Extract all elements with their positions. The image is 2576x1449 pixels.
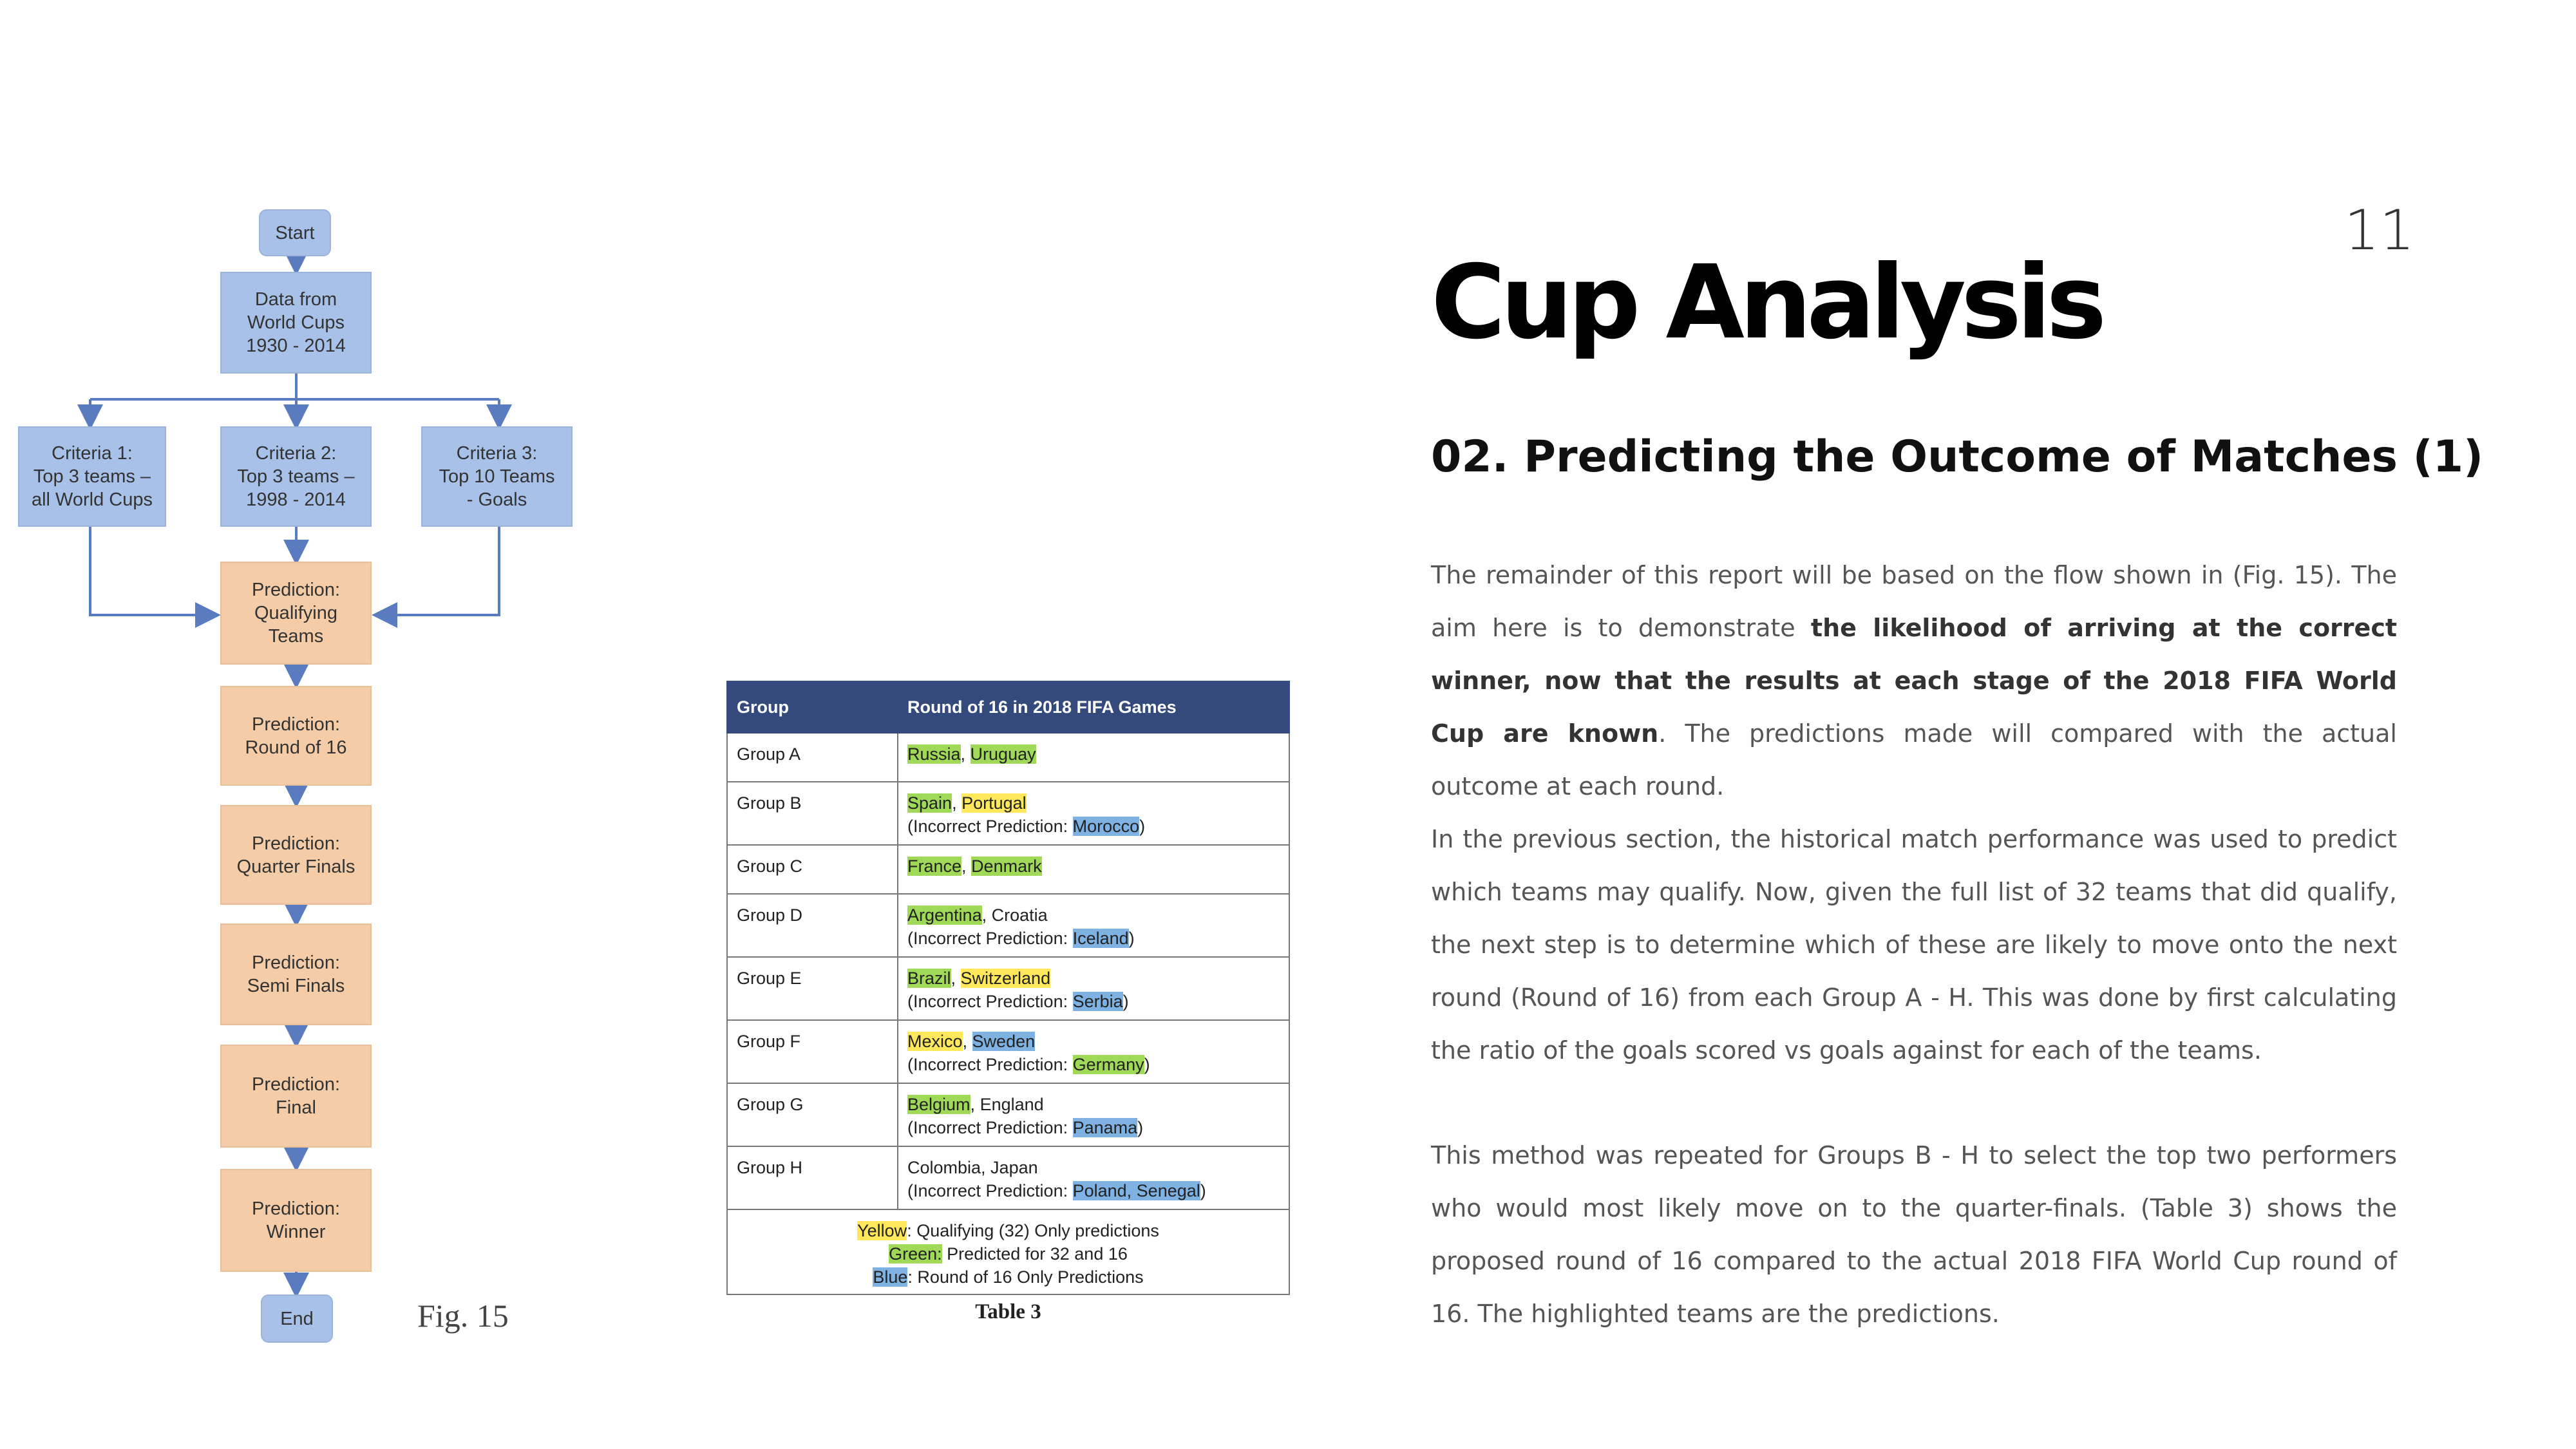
- paragraph-3: This method was repeated for Groups B - …: [1431, 1141, 2397, 1328]
- team-plain: England: [980, 1095, 1044, 1114]
- teams-cell: Colombia, Japan (Incorrect Prediction: Po…: [897, 1146, 1290, 1210]
- section-subtitle: 02. Predicting the Outcome of Matches (1…: [1431, 431, 2484, 482]
- page-title: Cup Analysis: [1431, 243, 2107, 362]
- paragraph-1-bold: the likelihood of arriving at the correc…: [1431, 614, 2398, 748]
- group-cell: Group A: [726, 732, 898, 782]
- team-highlight: France: [907, 857, 962, 876]
- legend-yellow: Yellow: [857, 1221, 907, 1240]
- group-cell: Group F: [726, 1019, 898, 1084]
- flow-criteria-2: Criteria 2: Top 3 teams – 1998 - 2014: [220, 426, 372, 527]
- team-highlight: Iceland: [1072, 929, 1129, 948]
- team-highlight: Portugal: [961, 793, 1027, 813]
- flow-end: End: [261, 1294, 333, 1343]
- round16-table-wrapper: Group Round of 16 in 2018 FIFA Games Gro…: [726, 681, 1290, 1324]
- table-header-round16: Round of 16 in 2018 FIFA Games: [897, 681, 1290, 734]
- table-row: Group G Belgium, England (Incorrect Predi…: [726, 1083, 1290, 1147]
- legend-blue: Blue: [873, 1267, 908, 1287]
- incorrect-label: (Incorrect Prediction:: [907, 1118, 1073, 1137]
- team-highlight: Switzerland: [960, 969, 1051, 988]
- group-cell: Group E: [726, 956, 898, 1021]
- incorrect-label: (Incorrect Prediction:: [907, 929, 1073, 948]
- flow-criteria-1: Criteria 1: Top 3 teams – all World Cups: [18, 426, 166, 527]
- group-cell: Group D: [726, 893, 898, 958]
- table-legend-row: Yellow: Qualifying (32) Only predictions…: [726, 1209, 1290, 1295]
- figure-caption: Fig. 15: [417, 1298, 509, 1334]
- table-row: Group C France, Denmark: [726, 844, 1290, 895]
- table-caption: Table 3: [975, 1300, 1041, 1323]
- team-highlight: Poland, Senegal: [1072, 1181, 1200, 1200]
- flow-prediction-quarter: Prediction: Quarter Finals: [220, 805, 372, 905]
- paragraph-1-end: . The predictions made will compared wit…: [1431, 719, 2397, 800]
- teams-cell: France, Denmark: [897, 844, 1290, 895]
- table-row: Group D Argentina, Croatia (Incorrect Pre…: [726, 893, 1290, 958]
- team-highlight: Denmark: [971, 857, 1042, 876]
- group-cell: Group B: [726, 781, 898, 846]
- page-number: 11: [2344, 198, 2415, 263]
- table-row: Group A Russia, Uruguay: [726, 732, 1290, 782]
- team-highlight: Germany: [1072, 1055, 1144, 1074]
- table-row: Group H Colombia, Japan (Incorrect Predic…: [726, 1146, 1290, 1210]
- team-highlight: Panama: [1072, 1118, 1138, 1137]
- flowchart: Start Data from World Cups 1930 - 2014 C…: [0, 0, 644, 1417]
- legend-blue-text: : Round of 16 Only Predictions: [907, 1267, 1144, 1287]
- flow-prediction-semi: Prediction: Semi Finals: [220, 923, 372, 1025]
- team-highlight: Mexico: [907, 1032, 963, 1051]
- flow-criteria-3: Criteria 3: Top 10 Teams - Goals: [421, 426, 573, 527]
- team-highlight: Uruguay: [970, 744, 1036, 764]
- round16-table: Group Round of 16 in 2018 FIFA Games Gro…: [726, 681, 1290, 1295]
- flow-data-source: Data from World Cups 1930 - 2014: [220, 272, 372, 374]
- team-plain: Colombia, Japan: [907, 1158, 1038, 1177]
- teams-cell: Spain, Portugal (Incorrect Prediction: Mo…: [897, 781, 1290, 846]
- table-header-row: Group Round of 16 in 2018 FIFA Games: [726, 681, 1290, 734]
- flow-prediction-final: Prediction: Final: [220, 1045, 372, 1148]
- table-header-group: Group: [726, 681, 898, 734]
- group-cell: Group C: [726, 844, 898, 895]
- legend-yellow-text: : Qualifying (32) Only predictions: [907, 1221, 1159, 1240]
- incorrect-label: (Incorrect Prediction:: [907, 992, 1073, 1011]
- table-row: Group E Brazil, Switzerland (Incorrect Pr…: [726, 956, 1290, 1021]
- legend-green-text: Predicted for 32 and 16: [942, 1244, 1128, 1264]
- paragraph-1: The remainder of this report will be bas…: [1431, 549, 2397, 813]
- incorrect-label: (Incorrect Prediction:: [907, 1055, 1073, 1074]
- teams-cell: Belgium, England (Incorrect Prediction: P…: [897, 1083, 1290, 1147]
- team-highlight: Argentina: [907, 905, 982, 925]
- team-highlight: Russia: [907, 744, 961, 764]
- group-cell: Group H: [726, 1146, 898, 1210]
- teams-cell: Russia, Uruguay: [897, 732, 1290, 782]
- flow-start: Start: [259, 209, 331, 256]
- table-row: Group F Mexico, Sweden (Incorrect Predict…: [726, 1019, 1290, 1084]
- incorrect-label: (Incorrect Prediction:: [907, 1181, 1073, 1200]
- flow-prediction-winner: Prediction: Winner: [220, 1169, 372, 1272]
- paragraph-1-start: The remainder of this report will be bas…: [1431, 561, 2397, 642]
- flow-prediction-qualifying: Prediction: Qualifying Teams: [220, 562, 372, 665]
- paragraph-2: In the previous section, the historical …: [1431, 825, 2397, 1065]
- incorrect-label: (Incorrect Prediction:: [907, 817, 1073, 836]
- teams-cell: Brazil, Switzerland (Incorrect Prediction…: [897, 956, 1290, 1021]
- table-row: Group B Spain, Portugal (Incorrect Predic…: [726, 781, 1290, 846]
- teams-cell: Mexico, Sweden (Incorrect Prediction: Ger…: [897, 1019, 1290, 1084]
- group-cell: Group G: [726, 1083, 898, 1147]
- flowchart-connectors: [77, 250, 512, 1298]
- team-plain: Croatia: [991, 905, 1048, 925]
- team-highlight: Serbia: [1072, 992, 1123, 1011]
- team-highlight: Sweden: [972, 1032, 1036, 1051]
- table-legend: Yellow: Qualifying (32) Only predictions…: [726, 1209, 1290, 1295]
- team-highlight: Brazil: [907, 969, 951, 988]
- teams-cell: Argentina, Croatia (Incorrect Prediction:…: [897, 893, 1290, 958]
- team-highlight: Spain: [907, 793, 952, 813]
- flow-prediction-round16: Prediction: Round of 16: [220, 686, 372, 786]
- legend-green: Green:: [889, 1244, 942, 1264]
- team-highlight: Belgium: [907, 1095, 971, 1114]
- team-highlight: Morocco: [1072, 817, 1140, 836]
